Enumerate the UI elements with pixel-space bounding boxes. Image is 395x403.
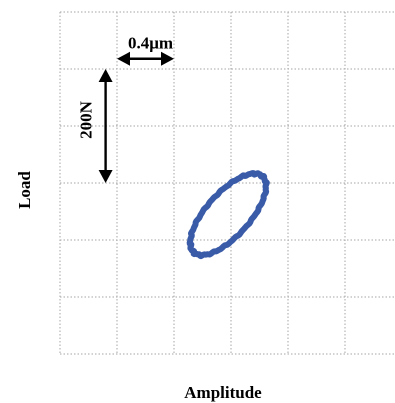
left-arrowhead-icon [117, 51, 130, 66]
x-axis-label: Amplitude [184, 383, 262, 402]
hysteresis-loop [186, 170, 270, 260]
horizontal-scale-label: 0.4μm [128, 34, 173, 53]
vertical-scale-label: 200N [77, 100, 96, 138]
right-arrowhead-icon [161, 51, 174, 66]
up-arrowhead-icon [98, 69, 113, 82]
grid [59, 11, 395, 355]
vertical-scale-bar: 200N [77, 69, 113, 183]
horizontal-scale-bar: 0.4μm [117, 34, 174, 66]
loop-trace-group [186, 170, 270, 260]
y-axis-label: Load [15, 171, 34, 209]
down-arrowhead-icon [98, 170, 113, 183]
